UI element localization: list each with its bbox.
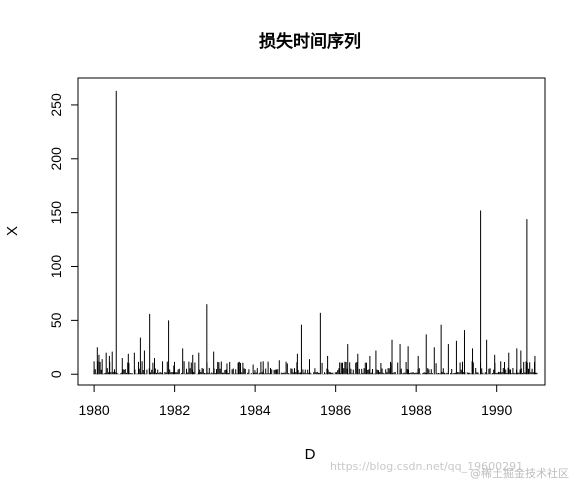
series-noise-floor: [93, 361, 538, 375]
y-axis-label: X: [4, 226, 21, 236]
x-tick-label: 1980: [79, 402, 110, 418]
x-tick-label: 1990: [481, 402, 512, 418]
plot-frame: [77, 77, 546, 386]
x-tick-label: 1982: [159, 402, 190, 418]
y-tick-label: 200: [48, 147, 64, 171]
x-axis: 1980 1982 1984 1986 1988 1990: [79, 384, 512, 418]
plot-area: [77, 77, 546, 386]
x-tick-label: 1986: [320, 402, 351, 418]
chart-title: 损失时间序列: [259, 31, 361, 52]
y-axis: 0 50 100 150 200 250: [48, 93, 79, 378]
x-axis-label: D: [305, 446, 316, 463]
watermark-brand: @稀土掘金技术社区: [470, 467, 569, 480]
y-tick-label: 0: [48, 370, 64, 378]
x-tick-label: 1988: [401, 402, 432, 418]
y-tick-label: 100: [48, 255, 64, 279]
y-tick-label: 150: [48, 201, 64, 225]
y-tick-label: 50: [48, 312, 64, 328]
watermark-url: https://blog.csdn.net/qq_19600291: [330, 460, 524, 473]
x-tick-label: 1984: [240, 402, 271, 418]
y-tick-label: 250: [48, 93, 64, 117]
data-layer: [93, 90, 538, 375]
